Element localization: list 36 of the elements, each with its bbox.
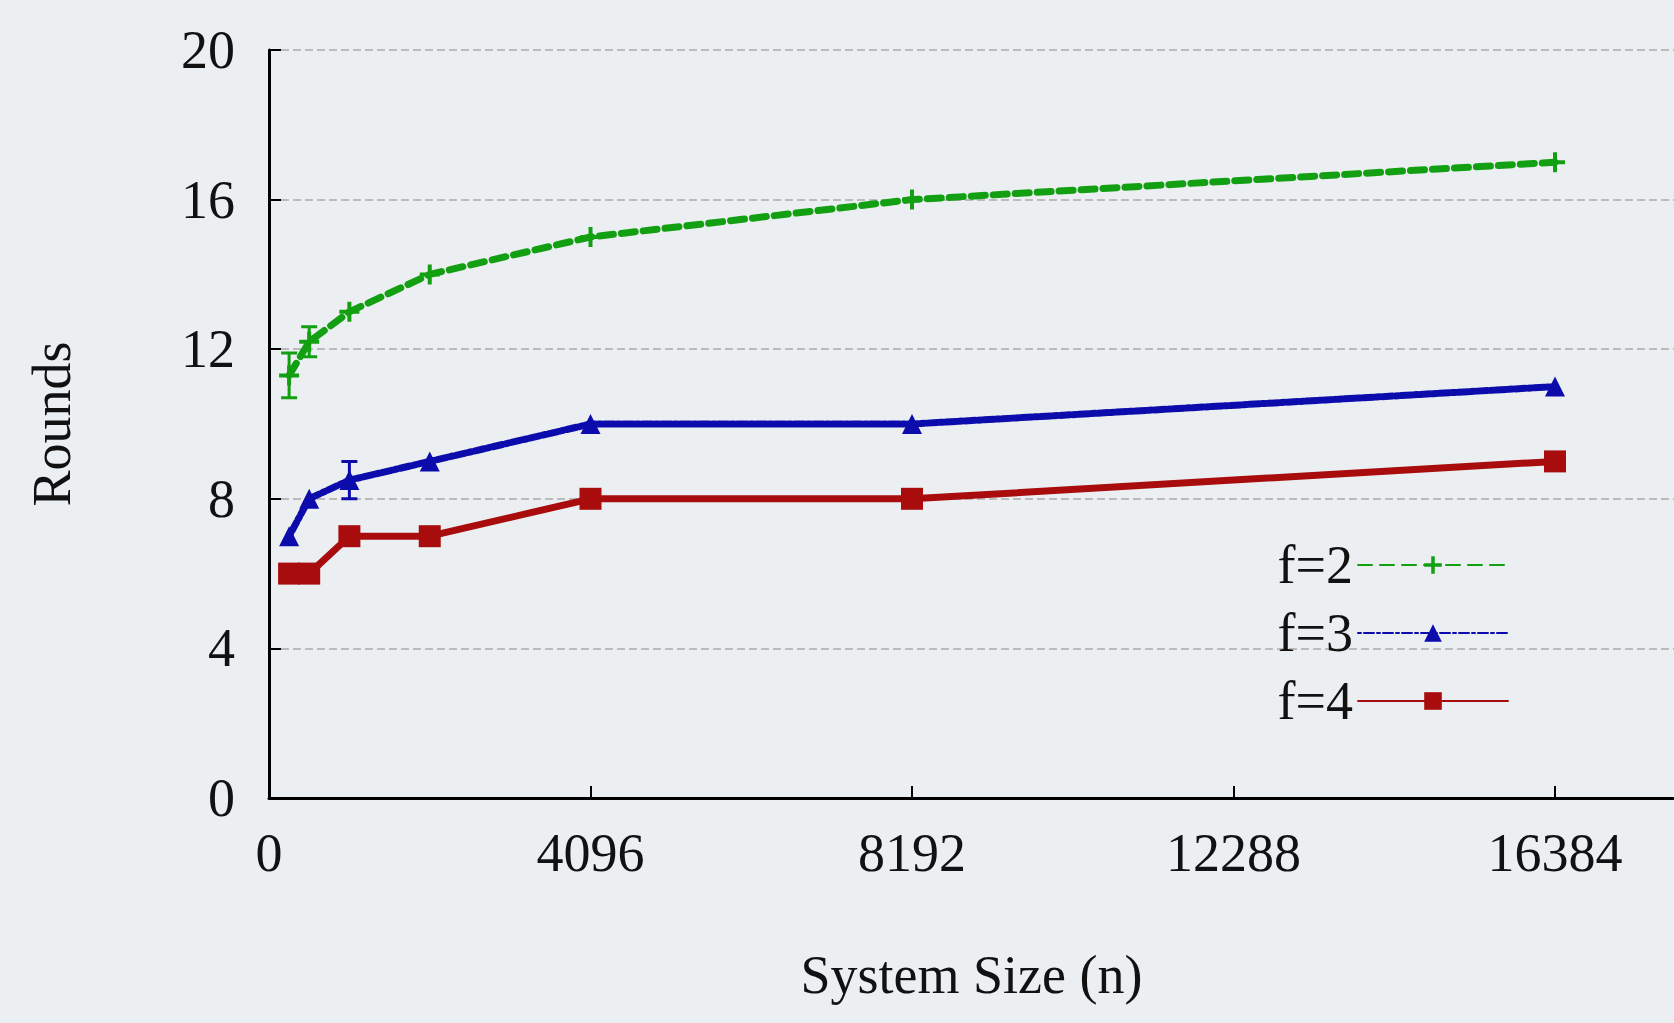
y-tick-label: 8 bbox=[208, 468, 235, 529]
x-tick-label: 16384 bbox=[1487, 823, 1623, 883]
x-tick-label: 0 bbox=[255, 823, 283, 883]
point bbox=[1545, 376, 1566, 397]
x-tick-label: 4096 bbox=[536, 823, 645, 883]
point bbox=[419, 264, 440, 285]
y-tick-label: 16 bbox=[181, 169, 235, 230]
point bbox=[279, 365, 300, 386]
y-tick-label: 4 bbox=[208, 618, 235, 679]
point bbox=[580, 227, 601, 247]
legend-label: f=2 bbox=[1277, 535, 1353, 595]
point bbox=[902, 189, 922, 210]
x-tick-label: 12288 bbox=[1166, 823, 1302, 883]
y-axis-title: Rounds bbox=[22, 341, 82, 507]
point bbox=[278, 562, 301, 585]
point bbox=[902, 414, 922, 434]
point bbox=[339, 470, 360, 491]
x-tick-label: 8192 bbox=[858, 823, 966, 883]
x-axis-title: System Size (n) bbox=[800, 945, 1143, 1005]
point bbox=[579, 487, 602, 510]
legend-label: f=3 bbox=[1277, 603, 1353, 663]
point bbox=[299, 331, 320, 352]
point bbox=[901, 487, 923, 510]
point bbox=[279, 526, 300, 547]
point bbox=[419, 451, 440, 472]
point bbox=[580, 414, 601, 434]
y-tick-label: 20 bbox=[181, 20, 235, 80]
y-tick-label: 0 bbox=[208, 768, 235, 828]
point bbox=[339, 301, 360, 322]
point bbox=[418, 525, 441, 548]
point bbox=[298, 562, 321, 585]
point bbox=[1544, 450, 1567, 473]
legend-label: f=4 bbox=[1277, 671, 1353, 731]
point bbox=[299, 488, 320, 509]
y-tick-label: 12 bbox=[181, 319, 235, 380]
point bbox=[338, 525, 361, 548]
